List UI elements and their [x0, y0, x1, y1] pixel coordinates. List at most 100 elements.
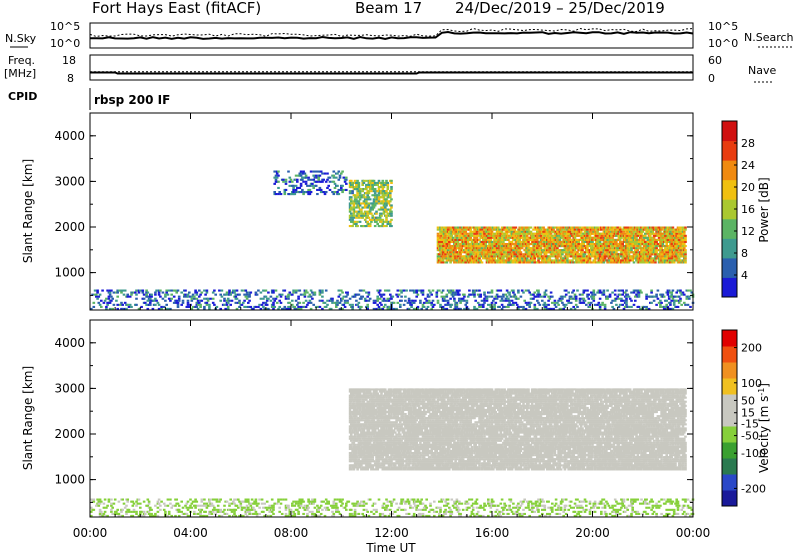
heatmap-cell	[537, 251, 540, 253]
heatmap-cell	[588, 302, 591, 304]
nave-tick-bottom: 0	[708, 72, 715, 85]
heatmap-cell	[638, 306, 641, 308]
heatmap-cell	[535, 296, 538, 298]
heatmap-cell	[201, 300, 204, 302]
heatmap-cell	[469, 235, 472, 237]
heatmap-cell	[118, 501, 121, 503]
heatmap-cell	[366, 198, 369, 200]
heatmap-cell	[439, 257, 442, 259]
heatmap-cell	[129, 304, 132, 306]
heatmap-cell	[503, 227, 506, 229]
heatmap-cell	[453, 261, 456, 263]
heatmap-cell	[590, 251, 593, 253]
heatmap-cell	[436, 294, 439, 296]
heatmap-cell	[454, 294, 457, 296]
heatmap-cell	[444, 300, 447, 302]
heatmap-cell	[397, 296, 400, 298]
heatmap-cell	[243, 294, 246, 296]
heatmap-cell	[380, 215, 383, 217]
heatmap-cell	[368, 184, 371, 186]
heatmap-cell	[448, 239, 451, 241]
heatmap-cell	[591, 253, 594, 255]
heatmap-cell	[444, 253, 447, 255]
heatmap-cell	[350, 213, 353, 215]
heatmap-cell	[456, 257, 459, 259]
heatmap-cell	[684, 257, 687, 259]
heatmap-cell	[591, 241, 594, 243]
heatmap-cell	[111, 507, 114, 509]
heatmap-cell	[325, 306, 328, 308]
heatmap-cell	[285, 189, 288, 191]
heatmap-cell	[335, 306, 338, 308]
heatmap-cell	[110, 499, 113, 501]
heatmap-cell	[139, 503, 142, 505]
heatmap-cell	[565, 235, 568, 237]
heatmap-cell	[369, 188, 372, 190]
heatmap-cell	[390, 198, 393, 200]
heatmap-cell	[477, 253, 480, 255]
heatmap-cell	[128, 511, 131, 513]
heatmap-cell	[669, 304, 672, 306]
heatmap-cell	[301, 189, 304, 191]
heatmap-cell	[675, 237, 678, 239]
heatmap-cell	[577, 241, 580, 243]
heatmap-cell	[359, 198, 362, 200]
heatmap-cell	[574, 229, 577, 231]
heatmap-cell	[201, 509, 204, 511]
heatmap-cell	[576, 251, 579, 253]
heatmap-cell	[624, 292, 627, 294]
heatmap-cell	[340, 189, 343, 191]
heatmap-cell	[561, 298, 564, 300]
heatmap-cell	[191, 296, 194, 298]
heatmap-cell	[167, 499, 170, 501]
heatmap-cell	[246, 298, 249, 300]
heatmap-cell	[576, 233, 579, 235]
heatmap-cell	[383, 196, 386, 198]
heatmap-cell	[175, 300, 178, 302]
heatmap-cell	[299, 290, 302, 292]
heatmap-cell	[359, 192, 362, 194]
heatmap-cell	[197, 300, 200, 302]
heatmap-cell	[474, 251, 477, 253]
heatmap-cell	[221, 296, 224, 298]
heatmap-cell	[273, 183, 276, 185]
heatmap-cell	[199, 304, 202, 306]
heatmap-cell	[154, 304, 157, 306]
heatmap-cell	[540, 296, 543, 298]
heatmap-cell	[571, 259, 574, 261]
heatmap-cell	[390, 211, 393, 213]
heatmap-cell	[619, 243, 622, 245]
heatmap-cell	[689, 290, 692, 292]
heatmap-cell	[512, 304, 515, 306]
heatmap-cell	[346, 302, 349, 304]
heatmap-cell	[564, 239, 567, 241]
heatmap-cell	[471, 259, 474, 261]
heatmap-cell	[204, 505, 207, 507]
heatmap-cell	[536, 300, 539, 302]
heatmap-cell	[647, 253, 650, 255]
heatmap-cell	[659, 306, 662, 308]
heatmap-cell	[507, 251, 510, 253]
heatmap-cell	[375, 211, 378, 213]
heatmap-cell	[409, 290, 412, 292]
heatmap-cell	[390, 190, 393, 192]
heatmap-cell	[642, 261, 645, 263]
heatmap-cell	[340, 290, 343, 292]
heatmap-cell	[375, 200, 378, 202]
heatmap-cell	[644, 255, 647, 257]
heatmap-cell	[611, 247, 614, 249]
heatmap-cell	[678, 231, 681, 233]
heatmap-cell	[383, 200, 386, 202]
heatmap-cell	[389, 223, 392, 225]
heatmap-cell	[203, 306, 206, 308]
heatmap-cell	[368, 204, 371, 206]
heatmap-cell	[572, 290, 575, 292]
heatmap-cell	[463, 294, 466, 296]
heatmap-cell	[513, 229, 516, 231]
heatmap-cell	[534, 292, 537, 294]
heatmap-cell	[98, 501, 101, 503]
heatmap-cell	[536, 239, 539, 241]
heatmap-cell	[457, 255, 460, 257]
heatmap-cell	[178, 511, 181, 513]
heatmap-cell	[199, 505, 202, 507]
